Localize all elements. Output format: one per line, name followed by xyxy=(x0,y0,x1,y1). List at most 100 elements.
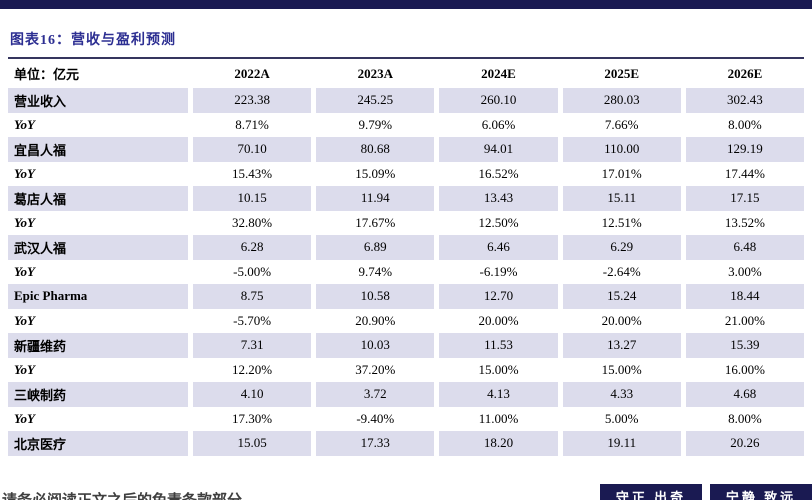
value-cell: 15.11 xyxy=(562,186,681,211)
value-cell: 129.19 xyxy=(685,137,805,162)
column-header: 2023A xyxy=(357,65,393,81)
value-cell: -6.19% xyxy=(479,263,518,279)
value-cell: 15.00% xyxy=(601,361,642,377)
table-row: YoY 17.30% -9.40% 11.00% 5.00% 8.00% xyxy=(8,407,804,432)
row-label: YoY xyxy=(14,312,35,328)
value-cell: 302.43 xyxy=(685,88,805,113)
row-label: YoY xyxy=(14,410,35,426)
motto-block-2: 宁静 致远 xyxy=(710,484,812,500)
row-label: YoY xyxy=(14,116,35,132)
table-row: 新疆维药 7.31 10.03 11.53 13.27 15.39 xyxy=(8,333,805,358)
row-label: YoY xyxy=(14,263,35,279)
value-cell: 6.28 xyxy=(193,235,312,260)
value-cell: 13.43 xyxy=(439,186,558,211)
table-row: 北京医疗 15.05 17.33 18.20 19.11 20.26 xyxy=(8,431,805,456)
value-cell: 7.66% xyxy=(604,116,639,132)
value-cell: 17.30% xyxy=(232,410,273,426)
value-cell: 3.00% xyxy=(728,263,762,279)
value-cell: 6.89 xyxy=(316,235,435,260)
value-cell: 20.00% xyxy=(601,312,642,328)
table-row: 葛店人福 10.15 11.94 13.43 15.11 17.15 xyxy=(8,186,805,211)
value-cell: 15.09% xyxy=(355,165,396,181)
value-cell: 15.05 xyxy=(193,431,312,456)
row-label: 北京医疗 xyxy=(8,431,188,456)
column-header: 2026E xyxy=(727,65,763,81)
value-cell: 110.00 xyxy=(562,137,681,162)
value-cell: 6.06% xyxy=(481,116,516,132)
table-row: YoY -5.00% 9.74% -6.19% -2.64% 3.00% xyxy=(8,260,804,285)
value-cell: 17.67% xyxy=(355,214,396,230)
value-cell: 17.33 xyxy=(316,431,435,456)
value-cell: 10.15 xyxy=(193,186,312,211)
value-cell: 37.20% xyxy=(355,361,396,377)
value-cell: 11.53 xyxy=(439,333,558,358)
value-cell: 3.72 xyxy=(316,382,435,407)
value-cell: 12.50% xyxy=(478,214,519,230)
row-label: Epic Pharma xyxy=(8,284,188,309)
table-row: YoY 32.80% 17.67% 12.50% 12.51% 13.52% xyxy=(8,211,804,236)
table-row: YoY 8.71% 9.79% 6.06% 7.66% 8.00% xyxy=(8,113,804,138)
value-cell: 94.01 xyxy=(439,137,558,162)
value-cell: 8.00% xyxy=(728,116,762,132)
value-cell: 21.00% xyxy=(724,312,765,328)
column-header: 2025E xyxy=(604,65,640,81)
value-cell: 6.29 xyxy=(562,235,681,260)
value-cell: 9.74% xyxy=(358,263,393,279)
value-cell: 4.10 xyxy=(193,382,312,407)
table-row: YoY -5.70% 20.90% 20.00% 20.00% 21.00% xyxy=(8,309,804,334)
value-cell: 280.03 xyxy=(562,88,681,113)
row-label: 葛店人福 xyxy=(8,186,188,211)
row-label: 宜昌人福 xyxy=(8,137,188,162)
value-cell: 18.20 xyxy=(439,431,558,456)
value-cell: 32.80% xyxy=(232,214,273,230)
value-cell: 10.58 xyxy=(316,284,435,309)
value-cell: 8.00% xyxy=(728,410,762,426)
value-cell: -5.00% xyxy=(233,263,272,279)
value-cell: 4.13 xyxy=(439,382,558,407)
row-label: 三峡制药 xyxy=(8,382,188,407)
value-cell: 223.38 xyxy=(193,88,312,113)
value-cell: 6.46 xyxy=(439,235,558,260)
value-cell: 17.15 xyxy=(685,186,805,211)
value-cell: 20.26 xyxy=(685,431,805,456)
value-cell: 17.01% xyxy=(601,165,642,181)
row-label: 营业收入 xyxy=(8,88,188,113)
value-cell: 245.25 xyxy=(316,88,435,113)
value-cell: 11.00% xyxy=(478,410,519,426)
value-cell: 12.70 xyxy=(439,284,558,309)
value-cell: 18.44 xyxy=(685,284,805,309)
value-cell: 10.03 xyxy=(316,333,435,358)
value-cell: 4.68 xyxy=(685,382,805,407)
column-header: 2024E xyxy=(481,65,516,81)
value-cell: 9.79% xyxy=(358,116,393,132)
row-label: YoY xyxy=(14,214,35,230)
value-cell: 20.00% xyxy=(478,312,519,328)
value-cell: 17.44% xyxy=(724,165,765,181)
table-row: 宜昌人福 70.10 80.68 94.01 110.00 129.19 xyxy=(8,137,805,162)
value-cell: 6.48 xyxy=(685,235,805,260)
value-cell: 70.10 xyxy=(193,137,312,162)
column-header: 2022A xyxy=(234,65,270,81)
table-row: 营业收入 223.38 245.25 260.10 280.03 302.43 xyxy=(8,88,805,113)
value-cell: 13.27 xyxy=(562,333,681,358)
table-row: 三峡制药 4.10 3.72 4.13 4.33 4.68 xyxy=(8,382,805,407)
value-cell: 12.51% xyxy=(601,214,642,230)
value-cell: 15.39 xyxy=(685,333,805,358)
value-cell: 12.20% xyxy=(232,361,273,377)
table-row: Epic Pharma 8.75 10.58 12.70 15.24 18.44 xyxy=(8,284,805,309)
value-cell: 13.52% xyxy=(724,214,765,230)
top-banner-bar xyxy=(0,0,812,9)
row-label: YoY xyxy=(14,361,35,377)
value-cell: 8.75 xyxy=(193,284,312,309)
disclaimer-text: 请务必阅读正文之后的免责条款部分 xyxy=(2,489,242,500)
value-cell: 16.52% xyxy=(478,165,519,181)
row-label: 新疆维药 xyxy=(8,333,188,358)
value-cell: 8.71% xyxy=(235,116,269,132)
value-cell: 80.68 xyxy=(316,137,435,162)
unit-label: 单位：亿元 xyxy=(14,67,80,82)
value-cell: 11.94 xyxy=(316,186,435,211)
table-row: 武汉人福 6.28 6.89 6.46 6.29 6.48 xyxy=(8,235,805,260)
motto-block-1: 守正 出奇 xyxy=(600,484,702,500)
row-label: 武汉人福 xyxy=(8,235,188,260)
value-cell: 15.24 xyxy=(562,284,681,309)
